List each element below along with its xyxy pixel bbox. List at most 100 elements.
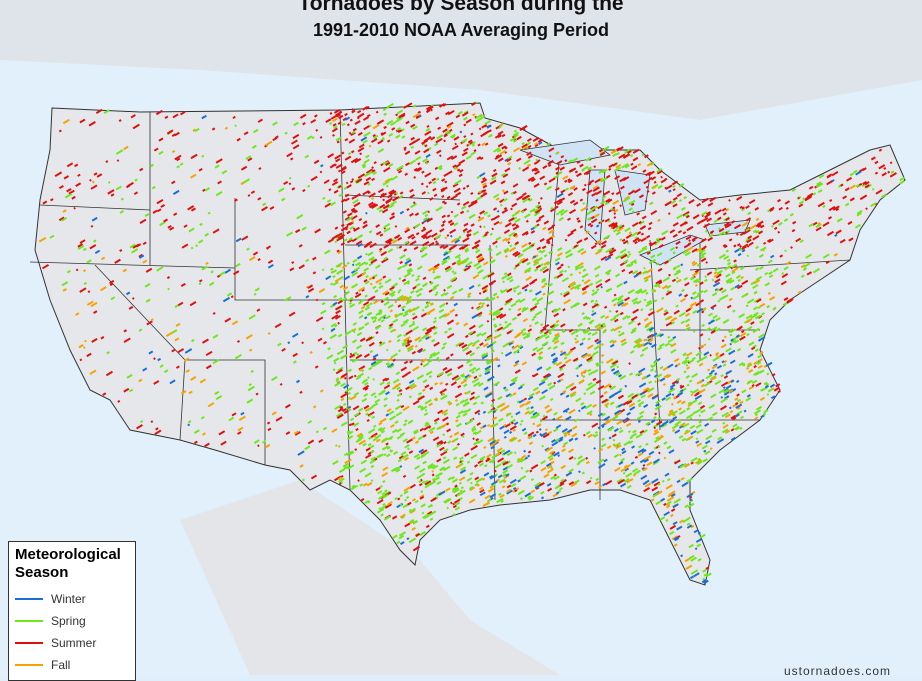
tornado-track xyxy=(669,229,676,234)
tornado-track xyxy=(396,246,399,249)
tornado-track xyxy=(441,409,449,415)
tornado-track xyxy=(324,202,332,208)
tornado-track xyxy=(331,428,338,433)
tornado-track xyxy=(292,360,297,364)
tornado-track xyxy=(405,371,412,376)
tornado-track xyxy=(364,262,369,266)
tornado-track xyxy=(551,441,559,447)
tornado-track xyxy=(629,372,634,376)
tornado-track xyxy=(442,366,448,371)
tornado-track xyxy=(649,368,655,372)
tornado-track xyxy=(251,144,257,149)
tornado-track xyxy=(619,311,624,316)
tornado-track xyxy=(240,411,245,416)
tornado-track xyxy=(533,258,539,263)
tornado-track xyxy=(377,188,384,194)
tornado-track xyxy=(458,287,464,292)
tornado-track xyxy=(585,230,590,235)
tornado-track xyxy=(555,261,560,266)
tornado-track xyxy=(362,164,367,169)
tornado-track xyxy=(368,366,373,371)
tornado-track xyxy=(522,318,528,323)
tornado-track xyxy=(414,150,421,155)
tornado-track xyxy=(487,214,491,218)
tornado-track xyxy=(447,219,453,224)
tornado-track xyxy=(688,543,694,549)
tornado-track xyxy=(619,238,623,242)
tornado-track xyxy=(676,264,681,268)
tornado-track xyxy=(725,249,729,253)
tornado-track xyxy=(599,151,606,157)
tornado-track xyxy=(563,290,570,296)
tornado-track xyxy=(632,269,638,275)
tornado-track xyxy=(579,265,585,270)
tornado-track xyxy=(675,240,681,246)
tornado-track xyxy=(675,269,681,274)
tornado-track xyxy=(358,365,366,371)
tornado-track xyxy=(420,246,426,251)
tornado-track xyxy=(695,440,700,444)
tornado-track xyxy=(398,455,404,460)
tornado-track xyxy=(384,161,389,165)
tornado-track xyxy=(442,128,448,133)
tornado-track xyxy=(567,192,574,197)
tornado-track xyxy=(330,201,336,207)
tornado-track xyxy=(337,121,342,125)
tornado-track xyxy=(528,324,533,328)
tornado-track xyxy=(618,387,623,392)
tornado-track xyxy=(578,262,584,267)
tornado-track xyxy=(375,264,381,269)
tornado-track xyxy=(86,259,92,264)
tornado-track xyxy=(462,412,468,417)
tornado-track xyxy=(541,341,549,347)
tornado-track xyxy=(467,292,472,296)
tornado-track xyxy=(123,145,129,151)
tornado-track xyxy=(402,312,409,318)
tornado-track xyxy=(446,506,450,510)
tornado-track xyxy=(373,435,377,438)
tornado-track xyxy=(617,301,624,307)
tornado-track xyxy=(741,245,747,251)
tornado-track xyxy=(576,287,580,290)
tornado-track xyxy=(855,183,860,188)
tornado-track xyxy=(450,238,458,243)
tornado-track xyxy=(363,353,370,358)
tornado-track xyxy=(334,404,342,411)
tornado-track xyxy=(626,484,632,489)
tornado-track xyxy=(513,421,519,426)
tornado-track xyxy=(549,450,555,455)
tornado-track xyxy=(337,169,341,173)
tornado-track xyxy=(528,198,533,202)
tornado-track xyxy=(459,460,463,463)
tornado-track xyxy=(146,320,153,326)
tornado-track xyxy=(531,297,538,302)
tornado-track xyxy=(616,365,620,369)
tornado-track xyxy=(587,216,592,221)
tornado-track xyxy=(703,343,707,347)
tornado-track xyxy=(518,399,525,404)
tornado-track xyxy=(176,165,180,169)
tornado-track xyxy=(388,410,395,416)
tornado-track xyxy=(187,205,195,211)
tornado-track xyxy=(486,303,490,307)
tornado-track xyxy=(376,119,385,125)
tornado-track xyxy=(658,343,665,348)
tornado-track xyxy=(803,262,811,269)
tornado-track xyxy=(834,233,838,237)
tornado-track xyxy=(283,180,289,186)
tornado-track xyxy=(424,172,432,178)
tornado-track xyxy=(643,179,650,185)
tornado-track xyxy=(163,218,169,223)
tornado-track xyxy=(427,358,433,364)
tornado-track xyxy=(619,453,622,457)
tornado-track xyxy=(50,198,54,202)
tornado-track xyxy=(471,101,477,107)
tornado-track xyxy=(315,128,319,132)
tornado-track xyxy=(548,229,555,234)
tornado-track xyxy=(756,361,762,365)
tornado-track xyxy=(411,350,417,355)
tornado-track xyxy=(392,358,397,362)
tornado-track xyxy=(721,339,725,343)
tornado-track xyxy=(444,132,448,136)
